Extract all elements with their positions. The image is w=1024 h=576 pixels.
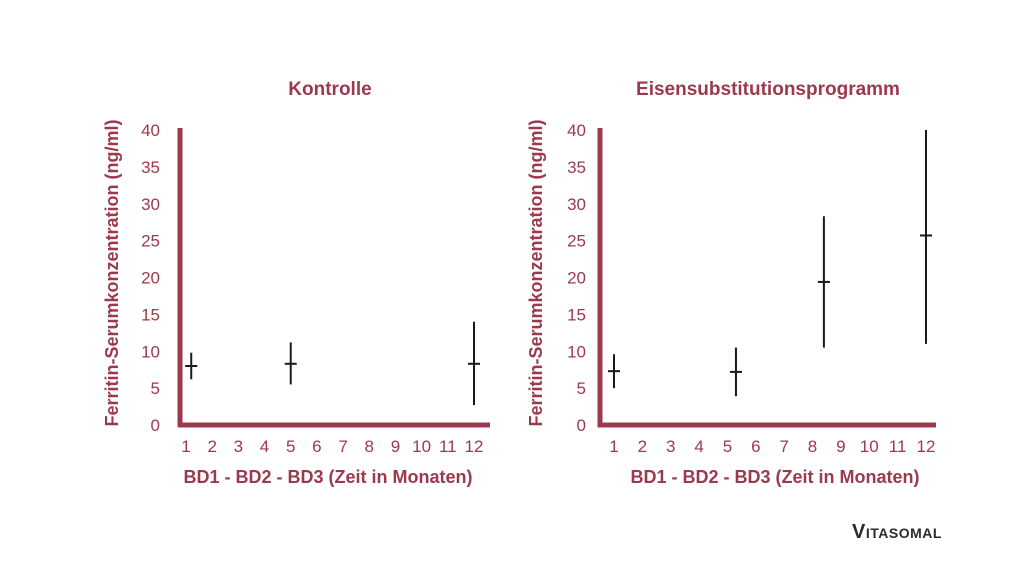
chart-title: Kontrolle — [288, 79, 371, 100]
x-tick-label: 12 — [465, 437, 484, 456]
error-bar-point — [920, 130, 932, 344]
x-tick-label: 8 — [808, 437, 817, 456]
x-tick-label: 2 — [207, 437, 216, 456]
y-axis-label: Ferritin-Serumkonzentration (ng/ml) — [102, 119, 122, 426]
y-tick-label: 40 — [141, 121, 160, 140]
x-tick-label: 6 — [751, 437, 760, 456]
x-tick-label: 2 — [638, 437, 647, 456]
y-tick-label: 40 — [567, 121, 586, 140]
y-tick-label: 0 — [151, 416, 160, 435]
x-tick-label: 12 — [917, 437, 936, 456]
x-tick-label: 1 — [609, 437, 618, 456]
x-tick-label: 6 — [312, 437, 321, 456]
error-bar-point — [729, 347, 742, 397]
x-tick-label: 3 — [234, 437, 243, 456]
x-tick-label: 1 — [181, 437, 190, 456]
y-tick-label: 5 — [577, 379, 586, 398]
x-tick-label: 8 — [365, 437, 374, 456]
y-tick-label: 10 — [141, 342, 160, 361]
y-tick-label: 10 — [567, 342, 586, 361]
chart-eisensubstitutionsprogramm: Eisensubstitutionsprogramm05101520253035… — [526, 79, 936, 487]
error-bar-point — [608, 354, 620, 389]
x-tick-label: 5 — [286, 437, 295, 456]
y-tick-label: 35 — [567, 158, 586, 177]
vitasomal-logo: Vitasomal — [852, 521, 942, 543]
y-tick-label: 15 — [141, 305, 160, 324]
x-tick-label: 11 — [889, 437, 907, 456]
x-tick-label: 4 — [694, 437, 703, 456]
x-axis-label: BD1 - BD2 - BD3 (Zeit in Monaten) — [630, 467, 919, 487]
y-tick-label: 20 — [567, 269, 586, 288]
x-tick-label: 7 — [779, 437, 788, 456]
y-tick-label: 25 — [141, 232, 160, 251]
x-tick-label: 4 — [260, 437, 269, 456]
error-bar-point — [185, 352, 198, 380]
y-axis-label: Ferritin-Serumkonzentration (ng/ml) — [526, 119, 546, 426]
y-tick-label: 20 — [141, 269, 160, 288]
y-tick-label: 25 — [567, 232, 586, 251]
y-tick-label: 15 — [567, 305, 586, 324]
y-tick-label: 30 — [567, 195, 586, 214]
y-tick-label: 35 — [141, 158, 160, 177]
x-tick-label: 10 — [412, 437, 431, 456]
x-tick-label: 5 — [723, 437, 732, 456]
chart-title: Eisensubstitutionsprogramm — [636, 79, 900, 100]
x-tick-label: 9 — [391, 437, 400, 456]
x-tick-label: 7 — [338, 437, 347, 456]
logo-text: Vitasomal — [852, 521, 942, 543]
error-bar-point — [284, 342, 297, 385]
error-bar-point — [817, 216, 830, 348]
y-tick-label: 0 — [577, 416, 586, 435]
x-tick-label: 11 — [439, 437, 457, 456]
x-tick-label: 10 — [860, 437, 879, 456]
y-tick-label: 5 — [151, 379, 160, 398]
x-axis-label: BD1 - BD2 - BD3 (Zeit in Monaten) — [183, 467, 472, 487]
y-tick-label: 30 — [141, 195, 160, 214]
x-tick-label: 9 — [836, 437, 845, 456]
error-bar-point — [468, 321, 480, 406]
x-tick-label: 3 — [666, 437, 675, 456]
